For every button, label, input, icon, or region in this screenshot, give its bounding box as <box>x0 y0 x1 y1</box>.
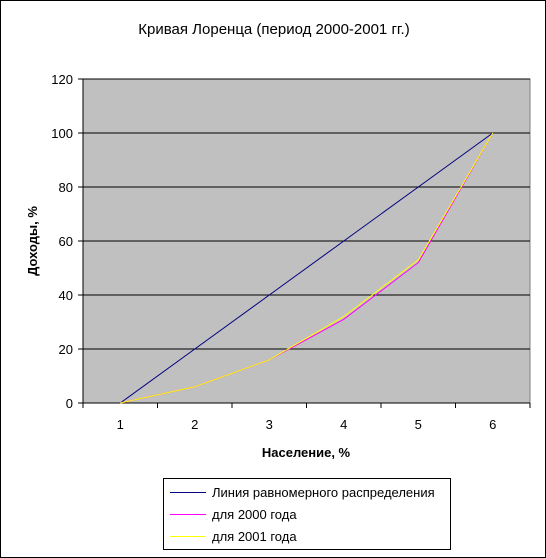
legend-item-2: для 2001 года <box>170 526 297 546</box>
y-tick-label-2: 40 <box>59 288 73 303</box>
x-axis-label: Население, % <box>262 445 351 460</box>
y-axis-label: Доходы, % <box>25 206 40 276</box>
x-tick-label-5: 6 <box>489 417 496 432</box>
legend-label-1: для 2000 года <box>212 506 297 522</box>
y-tick-label-4: 80 <box>59 180 73 195</box>
x-tick-label-3: 4 <box>340 417 347 432</box>
x-tick-label-4: 5 <box>415 417 422 432</box>
x-tick-label-0: 1 <box>117 417 124 432</box>
series-lines <box>120 132 494 404</box>
x-tick-label-2: 3 <box>266 417 273 432</box>
y-tick-label-6: 120 <box>51 72 73 87</box>
series-line-2 <box>120 132 494 404</box>
y-tick-label-0: 0 <box>66 396 73 411</box>
legend-item-1: для 2000 года <box>170 504 297 524</box>
chart-title: Кривая Лоренца (период 2000-2001 гг.) <box>138 21 410 38</box>
y-tick-label-5: 100 <box>51 126 73 141</box>
legend: Линия равномерного распределения для 2000… <box>163 478 451 550</box>
legend-label-0: Линия равномерного распределения <box>212 484 435 500</box>
legend-label-2: для 2001 года <box>212 528 297 544</box>
legend-swatch-2 <box>170 535 206 537</box>
x-tick-label-1: 2 <box>191 417 198 432</box>
series-line-0 <box>120 132 494 404</box>
axes: 0 20 40 60 80 100 120 1 2 3 4 5 6 <box>51 72 531 432</box>
y-tick-label-3: 60 <box>59 234 73 249</box>
y-tick-label-1: 20 <box>59 342 73 357</box>
legend-swatch-1 <box>170 513 206 515</box>
gridlines <box>83 78 530 350</box>
legend-item-0: Линия равномерного распределения <box>170 482 435 502</box>
legend-swatch-0 <box>170 491 206 493</box>
